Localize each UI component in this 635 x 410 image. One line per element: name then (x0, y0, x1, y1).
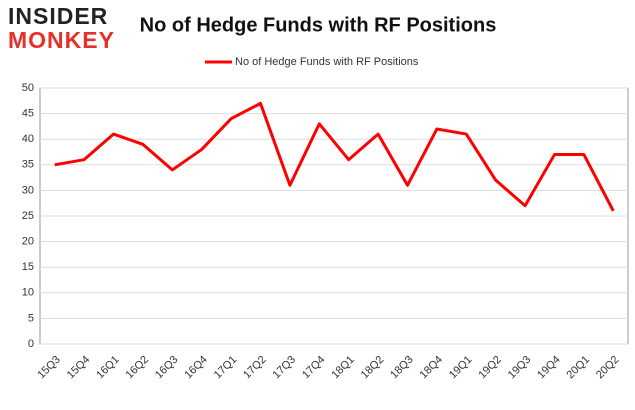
x-tick-label: 17Q4 (300, 354, 328, 382)
data-line (54, 101, 615, 212)
x-tick-label: 17Q3 (271, 354, 299, 382)
y-tick-label: 40 (22, 133, 34, 145)
y-tick-label: 25 (22, 210, 34, 222)
x-tick-label: 15Q3 (35, 354, 63, 382)
x-tick-label: 17Q1 (212, 354, 240, 382)
x-tick-label: 20Q1 (565, 354, 593, 382)
x-tick-label: 17Q2 (241, 354, 269, 382)
legend-label: No of Hedge Funds with RF Positions (235, 56, 419, 68)
x-tick-label: 19Q2 (476, 354, 504, 382)
y-tick-label: 45 (22, 108, 34, 120)
y-tick-label: 50 (22, 82, 34, 94)
x-tick-label: 19Q4 (535, 354, 563, 382)
x-tick-label: 19Q3 (506, 354, 534, 382)
y-tick-label: 10 (22, 287, 34, 299)
x-tick-label: 15Q4 (65, 354, 93, 382)
logo-line1: INSIDER (8, 3, 108, 29)
x-tick-label: 18Q4 (418, 354, 446, 382)
x-tick-label: 20Q2 (594, 354, 622, 382)
x-tick-label: 18Q3 (388, 354, 416, 382)
y-tick-label: 20 (22, 236, 34, 248)
x-tick-label: 18Q1 (329, 354, 357, 382)
y-tick-label: 15 (22, 261, 34, 273)
chart-title: No of Hedge Funds with RF Positions (140, 14, 497, 36)
logo-line2: MONKEY (8, 27, 115, 53)
x-tick-label: 16Q2 (124, 354, 152, 382)
x-tick-label: 16Q4 (182, 354, 210, 382)
y-tick-label: 35 (22, 159, 34, 171)
y-tick-label: 5 (28, 312, 34, 324)
y-tick-label: 0 (28, 338, 34, 350)
x-tick-label: 16Q1 (94, 354, 122, 382)
x-tick-label: 16Q3 (153, 354, 181, 382)
y-tick-label: 30 (22, 184, 34, 196)
x-tick-label: 18Q2 (359, 354, 387, 382)
x-tick-label: 19Q1 (447, 354, 475, 382)
